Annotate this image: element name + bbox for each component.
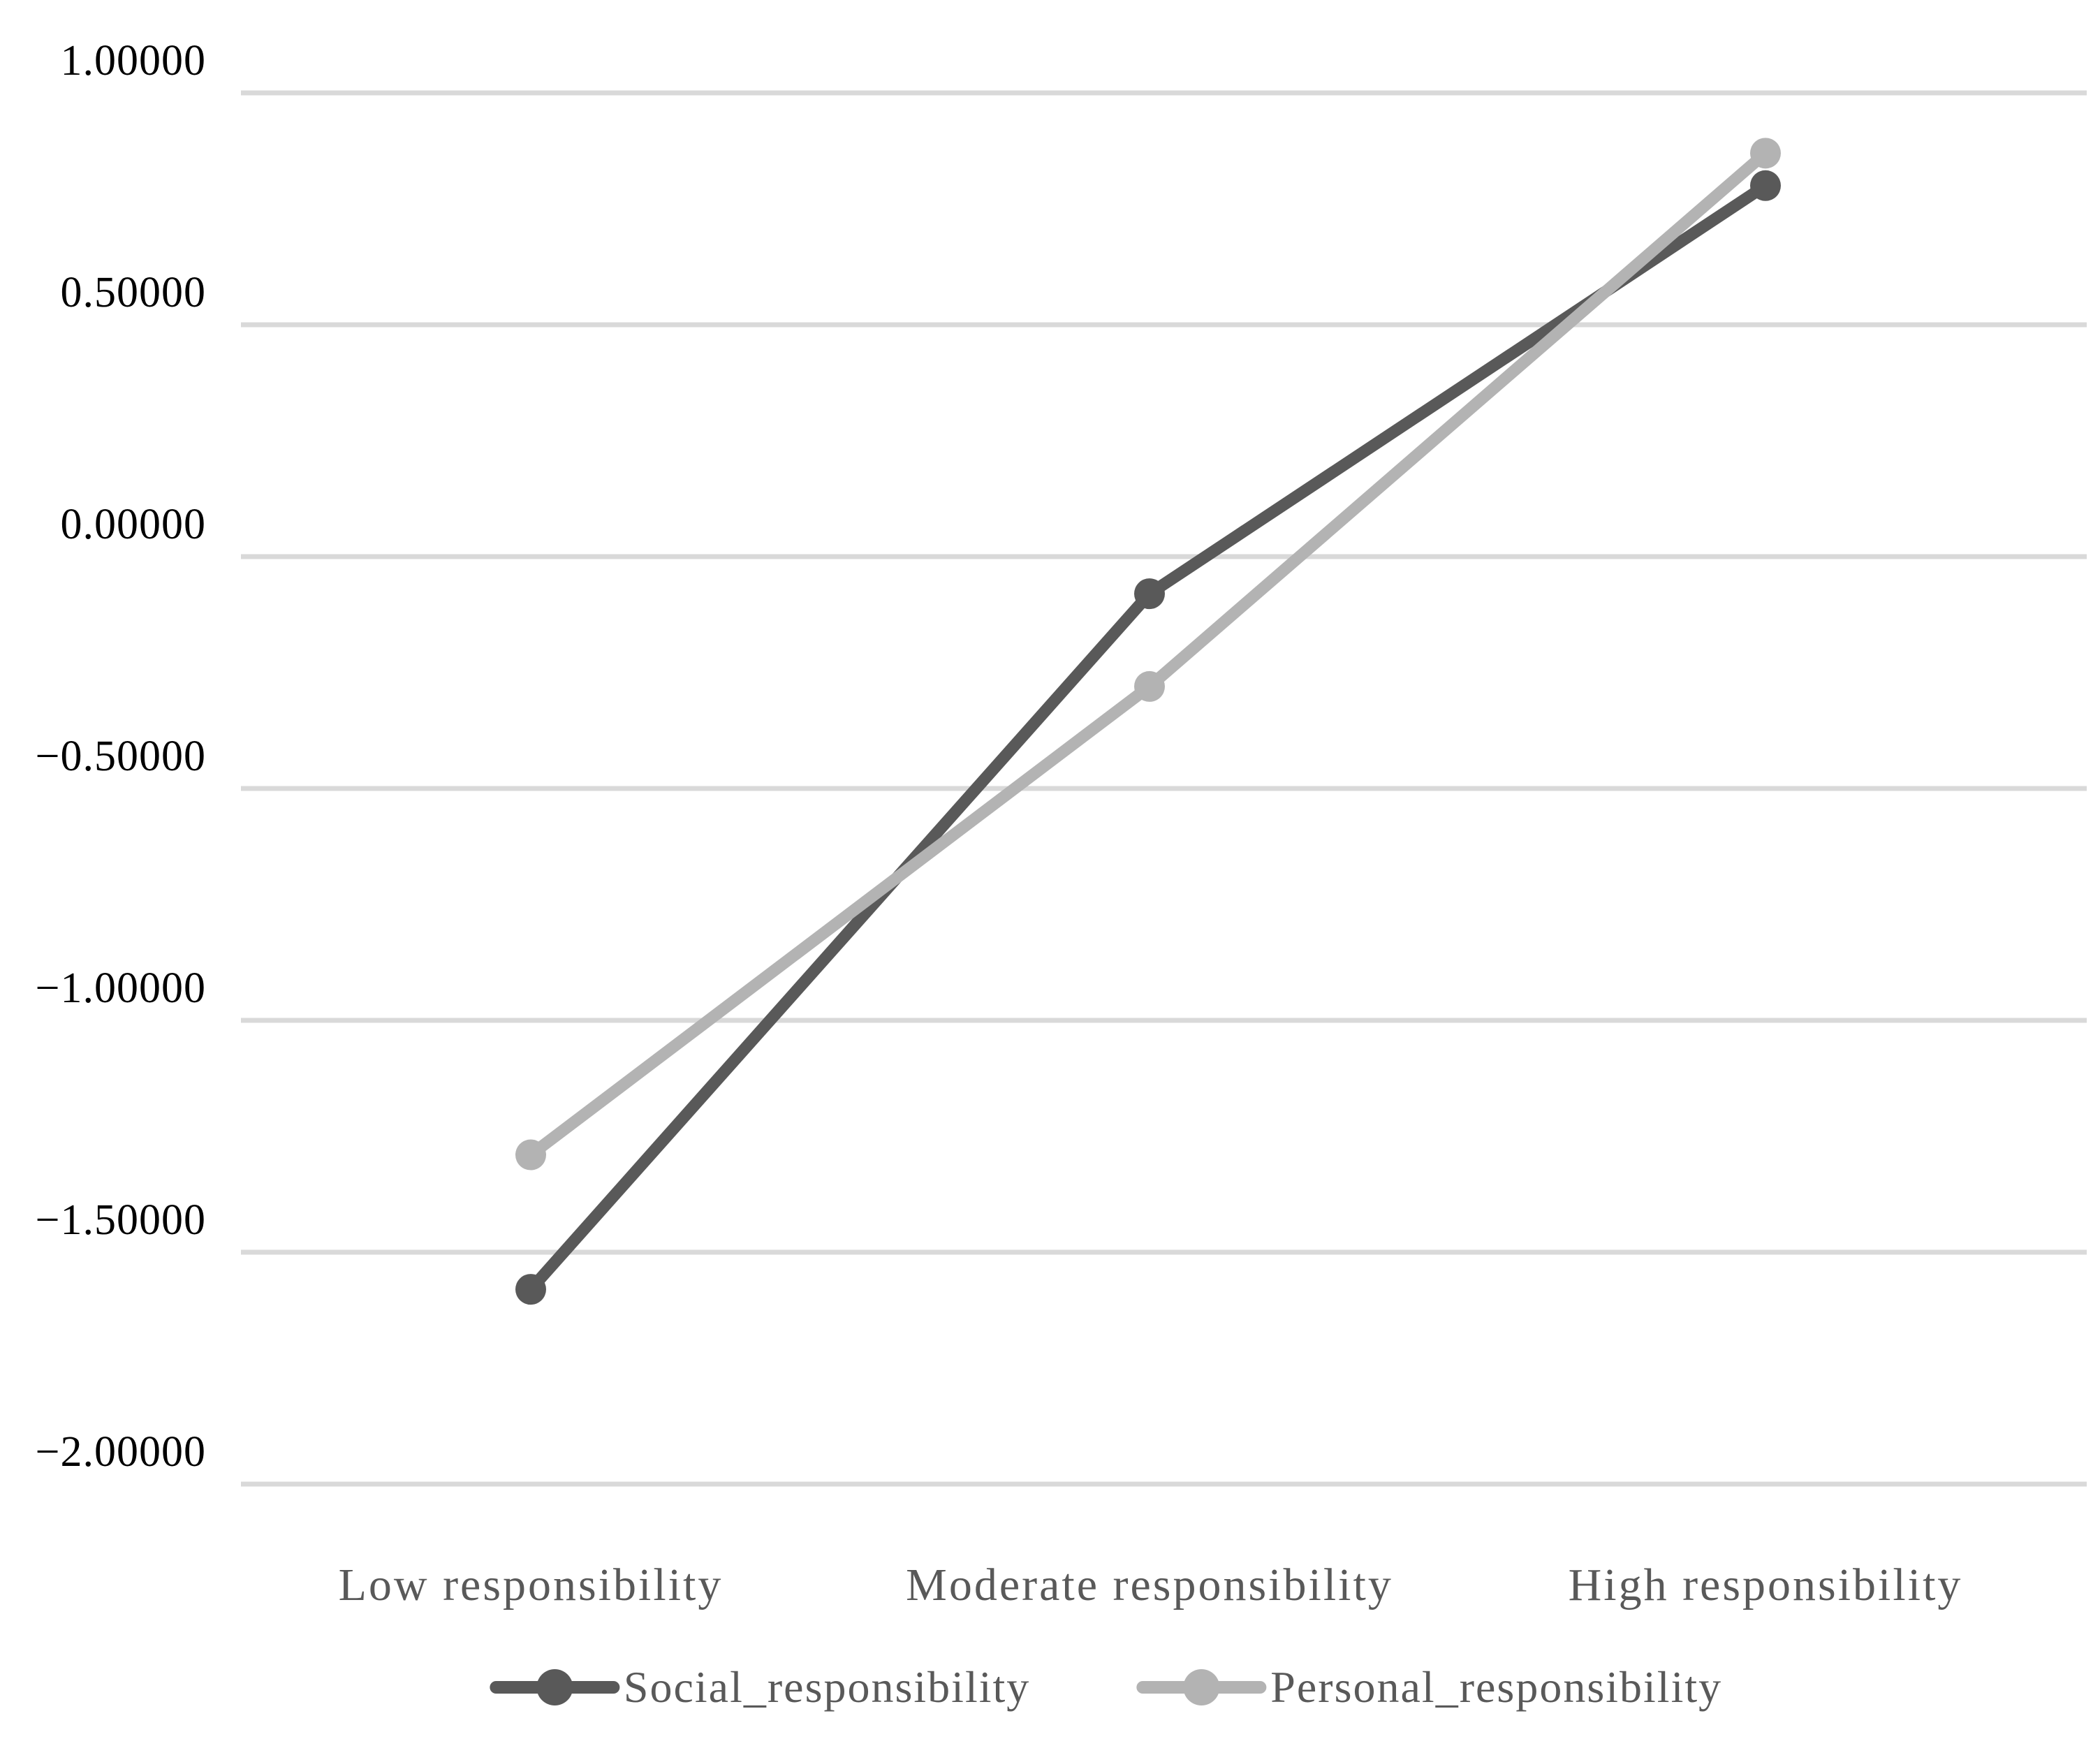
y-axis-tick-label: 1.00000 — [60, 37, 206, 85]
y-axis-tick-label: −1.00000 — [35, 964, 206, 1012]
data-point-social_responsibility — [1134, 578, 1165, 610]
legend-dot-swatch — [536, 1669, 573, 1705]
legend-item-personal-responsibility: Personal_responsibility — [1136, 1665, 1722, 1710]
y-axis-tick-label: 0.50000 — [60, 269, 206, 316]
data-point-personal_responsibility — [515, 1139, 546, 1171]
y-axis-tick-label: −1.50000 — [35, 1196, 206, 1244]
legend-label-personal-responsibility: Personal_responsibility — [1270, 1662, 1723, 1712]
data-point-personal_responsibility — [1750, 138, 1781, 169]
x-axis-label: High responsibility — [1568, 1560, 1963, 1610]
legend-item-social-responsibility: Social_responsibility — [489, 1662, 1031, 1712]
legend-marker-personal-responsibility-icon — [1136, 1668, 1267, 1707]
data-point-personal_responsibility — [1134, 670, 1165, 702]
x-axis-label: Moderate responsibility — [906, 1560, 1393, 1610]
legend-dot-swatch — [1183, 1669, 1220, 1705]
y-axis-tick-label: −0.50000 — [35, 733, 206, 780]
y-axis-tick-label: 0.00000 — [60, 501, 206, 548]
legend: Social_responsibility Personal_responsib… — [489, 1662, 1722, 1712]
y-axis-tick-label: −2.00000 — [35, 1428, 206, 1476]
legend-label-social-responsibility: Social_responsibility — [623, 1662, 1031, 1712]
series-line-social_responsibility — [524, 179, 1772, 1296]
data-point-social_responsibility — [1750, 170, 1781, 201]
x-axis-label: Low responsibility — [338, 1560, 724, 1610]
data-point-social_responsibility — [515, 1274, 546, 1305]
legend-marker-social-responsibility-icon — [489, 1668, 619, 1707]
